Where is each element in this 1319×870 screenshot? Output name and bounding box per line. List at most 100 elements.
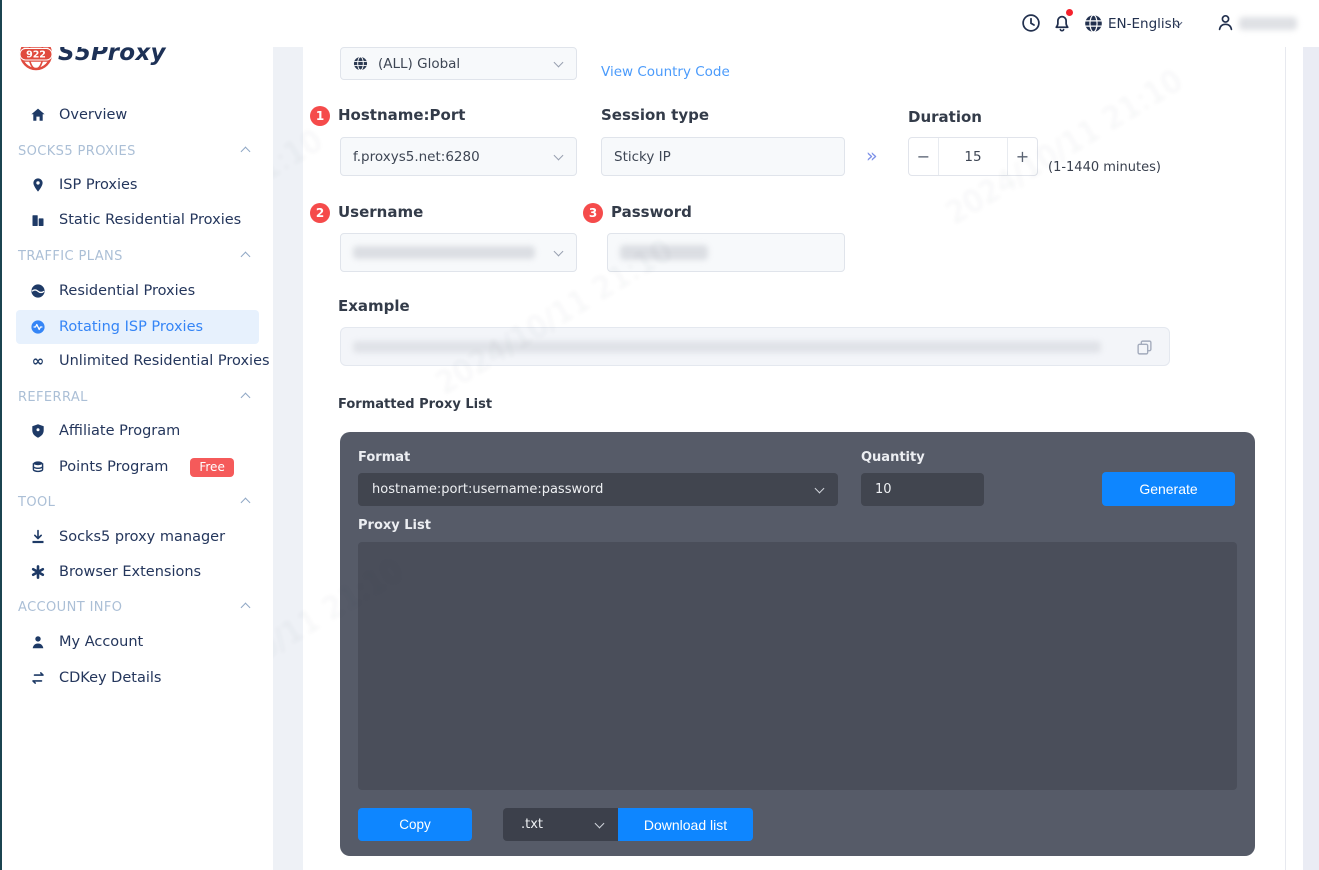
masked-username-value: [353, 246, 535, 259]
history-icon[interactable]: [1021, 13, 1041, 33]
format-select-value: hostname:port:username:password: [372, 482, 604, 497]
page-scrollbar[interactable]: [1303, 47, 1319, 870]
example-label: Example: [338, 297, 410, 315]
sidebar: 922 S5Proxy ® Overview SOCKS5 PROXIES IS…: [2, 0, 273, 870]
proxy-list-label: Proxy List: [358, 518, 431, 533]
duration-decrease-button[interactable]: −: [916, 147, 931, 166]
country-select-value: (ALL) Global: [378, 55, 461, 72]
hostname-port-label: Hostname:Port: [338, 106, 466, 124]
sidebar-section-traffic-plans[interactable]: TRAFFIC PLANS: [2, 239, 273, 273]
step-badge-2: 2: [310, 203, 330, 223]
format-select[interactable]: hostname:port:username:password: [358, 473, 838, 506]
notifications-bell-icon[interactable]: [1052, 13, 1072, 33]
person-icon: [30, 634, 46, 650]
chevron-down-icon: [814, 483, 825, 493]
sidebar-section-tool[interactable]: TOOL: [2, 485, 273, 519]
format-label: Format: [358, 450, 411, 465]
free-badge: Free: [190, 457, 234, 477]
rotate-pulse-icon: [30, 319, 46, 335]
masked-password-value: [620, 245, 708, 260]
masked-example-value: [353, 340, 1101, 353]
quantity-value: 10: [875, 482, 892, 497]
user-icon[interactable]: [1216, 13, 1236, 33]
chevron-up-icon: [240, 497, 251, 507]
file-type-select[interactable]: .txt: [503, 808, 618, 841]
sidebar-item-affiliate-program[interactable]: Affiliate Program: [2, 414, 273, 448]
chevron-down-icon: [553, 57, 564, 67]
chevron-up-icon: [240, 146, 251, 156]
copy-icon[interactable]: [1136, 339, 1153, 356]
duration-stepper: − 15 +: [908, 137, 1038, 176]
infinity-icon: ∞: [31, 352, 45, 370]
duration-hint: (1-1440 minutes): [1048, 160, 1161, 175]
formatted-proxy-list-title: Formatted Proxy List: [338, 397, 493, 412]
sidebar-item-unlimited-residential-proxies[interactable]: ∞ Unlimited Residential Proxies: [31, 352, 270, 370]
sidebar-item-isp-proxies[interactable]: ISP Proxies: [2, 168, 273, 202]
country-globe-icon: [353, 56, 368, 71]
sidebar-item-rotating-isp-proxies[interactable]: Rotating ISP Proxies: [16, 310, 259, 344]
sidebar-item-socks5-proxy-manager[interactable]: Socks5 proxy manager: [2, 520, 273, 554]
building-icon: [30, 212, 46, 228]
quantity-label: Quantity: [861, 450, 925, 465]
hostname-port-select[interactable]: f.proxys5.net:6280: [340, 137, 577, 176]
quantity-input[interactable]: 10: [861, 473, 984, 506]
sidebar-item-residential-proxies[interactable]: Residential Proxies: [2, 274, 273, 308]
chevron-down-icon: [594, 818, 605, 828]
step-badge-1: 1: [310, 106, 330, 126]
sidebar-item-overview[interactable]: Overview: [2, 98, 273, 132]
page-background: [273, 47, 303, 870]
download-icon: [30, 529, 46, 545]
svg-text:922: 922: [26, 50, 46, 61]
duration-increase-button[interactable]: +: [1015, 147, 1030, 166]
view-country-code-link[interactable]: View Country Code: [601, 64, 730, 80]
chevron-up-icon: [240, 602, 251, 612]
example-field[interactable]: [340, 327, 1170, 366]
card-divider: [1285, 47, 1286, 870]
sidebar-item-my-account[interactable]: My Account: [2, 625, 273, 659]
home-icon: [30, 107, 46, 123]
duration-value[interactable]: 15: [938, 138, 1008, 175]
generate-button[interactable]: Generate: [1102, 472, 1235, 506]
sidebar-item-points-program[interactable]: Points Program Free: [2, 450, 273, 484]
copy-button[interactable]: Copy: [358, 808, 472, 841]
sidebar-section-account-info[interactable]: ACCOUNT INFO: [2, 590, 273, 624]
shield-icon: [30, 423, 46, 439]
notification-dot: [1066, 9, 1073, 16]
coins-icon: [30, 459, 46, 475]
chevron-down-icon: [553, 246, 564, 256]
sidebar-section-referral[interactable]: REFERRAL: [2, 380, 273, 414]
password-label: Password: [611, 203, 692, 221]
chevron-down-icon: [553, 150, 564, 160]
file-type-value: .txt: [521, 817, 544, 832]
sidebar-item-static-residential-proxies[interactable]: Static Residential Proxies: [2, 203, 273, 237]
session-type-input[interactable]: Sticky IP: [601, 137, 845, 176]
sidebar-section-socks5-proxies[interactable]: SOCKS5 PROXIES: [2, 134, 273, 168]
puzzle-icon: [30, 564, 46, 580]
masked-account-name[interactable]: [1239, 17, 1297, 30]
double-chevron-icon: »: [866, 145, 878, 167]
session-type-label: Session type: [601, 106, 710, 124]
proxy-list-textarea[interactable]: [358, 542, 1237, 790]
username-label: Username: [338, 203, 424, 221]
session-type-value: Sticky IP: [614, 148, 671, 165]
username-select[interactable]: [340, 233, 577, 272]
chevron-up-icon: [240, 251, 251, 261]
password-input[interactable]: [607, 233, 845, 272]
hostname-port-value: f.proxys5.net:6280: [353, 148, 480, 165]
swap-arrows-icon: [30, 670, 46, 686]
duration-label: Duration: [908, 108, 982, 126]
globe-icon: [30, 283, 46, 299]
window-edge: [0, 0, 2, 870]
formatted-proxy-list-panel: Format hostname:port:username:password Q…: [340, 432, 1255, 856]
country-select[interactable]: (ALL) Global: [340, 47, 577, 80]
logo-globe-icon: 922: [18, 36, 54, 72]
topbar: EN-English: [0, 0, 1319, 47]
sidebar-item-browser-extensions[interactable]: Browser Extensions: [2, 555, 273, 589]
step-badge-3: 3: [583, 203, 603, 223]
sidebar-item-cdkey-details[interactable]: CDKey Details: [2, 661, 273, 695]
language-selector[interactable]: EN-English: [1108, 16, 1181, 32]
download-list-button[interactable]: Download list: [618, 808, 753, 841]
chevron-up-icon: [240, 392, 251, 402]
location-pin-icon: [30, 177, 46, 193]
language-globe-icon[interactable]: [1084, 14, 1104, 34]
